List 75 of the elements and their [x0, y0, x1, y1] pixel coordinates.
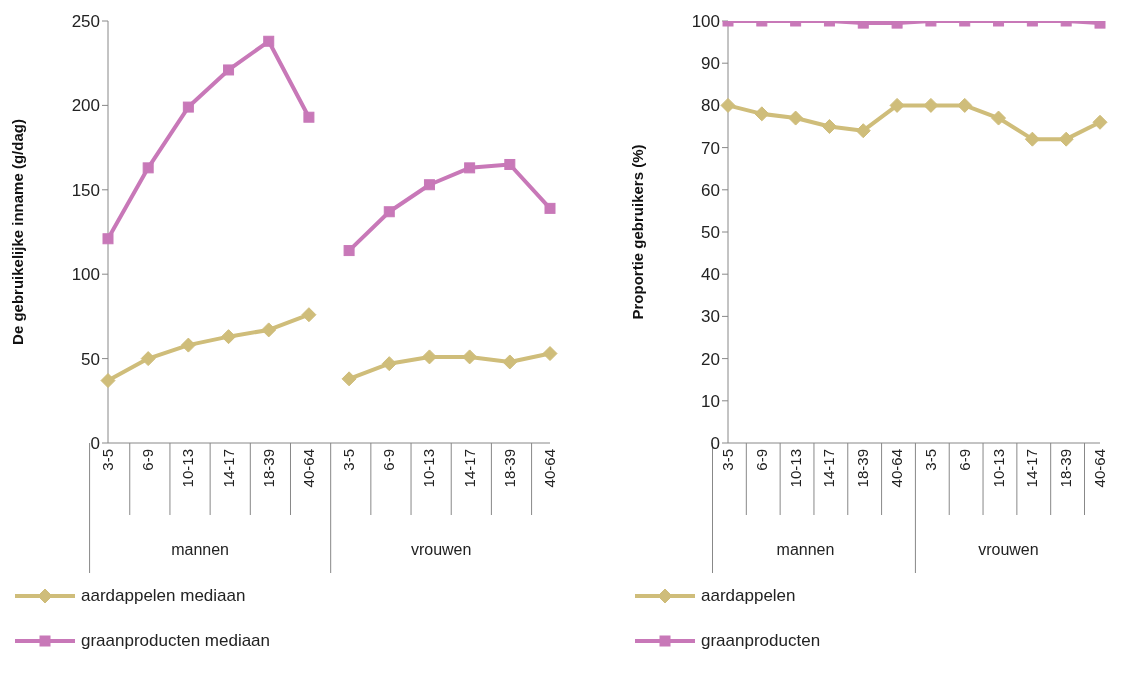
x-tick-label: 40-64 — [541, 449, 558, 488]
y-axis-title: Proportie gebruikers (%) — [629, 144, 647, 320]
x-tick-label: 14-17 — [820, 449, 838, 488]
x-tick-label: 40-64 — [888, 449, 906, 488]
point — [544, 202, 556, 214]
text: vrouwen — [978, 541, 1039, 558]
y-tick-label: 70 — [701, 138, 720, 158]
text: vrouwen — [410, 541, 472, 558]
x-tick-label: 18-39 — [259, 449, 277, 488]
text: mannen — [776, 541, 835, 558]
point — [142, 162, 154, 174]
x-tick-label: 6-9 — [380, 449, 398, 471]
y-tick-label: 150 — [71, 180, 100, 200]
x-tick-label: 3-5 — [921, 449, 939, 471]
y-tick-label: 250 — [71, 12, 100, 32]
point — [343, 245, 355, 257]
point — [504, 158, 516, 170]
point — [303, 111, 315, 123]
point — [100, 373, 116, 389]
x-tick-label: 40-64 — [299, 449, 317, 488]
y-tick-label: 100 — [71, 265, 100, 285]
point — [221, 329, 237, 345]
point — [102, 233, 114, 245]
legend-label: aardappelen — [701, 585, 796, 606]
point — [180, 337, 196, 353]
point — [383, 206, 395, 218]
y-tick-label: 30 — [701, 307, 720, 327]
x-tick-label: 18-39 — [500, 449, 518, 488]
x-tick-label: 10-13 — [420, 449, 438, 488]
y-tick-label: 60 — [701, 180, 720, 200]
point — [462, 349, 478, 365]
point — [182, 101, 194, 113]
point — [301, 307, 317, 323]
x-tick-label: 14-17 — [219, 449, 237, 488]
y-tick-label: 0 — [710, 434, 720, 454]
x-tick-label: 6-9 — [139, 449, 157, 471]
point — [341, 371, 357, 387]
x-tick-label: 6-9 — [752, 449, 770, 471]
y-tick-label: 90 — [701, 54, 720, 74]
x-tick-label: 10-13 — [179, 449, 197, 488]
x-tick-label: 40-64 — [1091, 449, 1108, 488]
y-tick-label: 100 — [691, 12, 720, 32]
y-tick-label: 40 — [701, 265, 720, 285]
point — [263, 35, 275, 47]
x-tick-label: 14-17 — [1023, 449, 1041, 488]
point — [542, 346, 558, 362]
y-tick-label: 10 — [701, 391, 720, 411]
y-tick-label: 80 — [701, 96, 720, 116]
point — [261, 322, 277, 338]
y-tick-label: 20 — [701, 349, 720, 369]
x-tick-label: 18-39 — [854, 449, 872, 488]
point — [423, 179, 435, 191]
point — [223, 64, 235, 76]
point — [140, 351, 156, 367]
y-tick-label: 50 — [81, 349, 100, 369]
text: mannen — [171, 541, 229, 558]
legend-label: graanproducten — [701, 630, 821, 651]
x-tick-label: 3-5 — [719, 449, 736, 471]
legend-label: aardappelen mediaan — [81, 585, 246, 606]
x-tick-label: 3-5 — [340, 449, 358, 471]
y-tick-label: 50 — [701, 223, 720, 243]
point — [381, 356, 397, 372]
y-tick-label: 0 — [90, 434, 100, 454]
x-tick-label: 18-39 — [1057, 449, 1075, 488]
x-tick-label: 10-13 — [786, 449, 804, 488]
y-axis-title: De gebruikelijke inname (g/dag) — [9, 119, 27, 345]
y-tick-label: 200 — [71, 96, 100, 116]
x-tick-label: 6-9 — [955, 449, 973, 471]
x-tick-label: 14-17 — [460, 449, 478, 488]
legend-label: graanproducten mediaan — [81, 630, 271, 651]
point — [502, 354, 518, 370]
x-tick-label: 3-5 — [99, 449, 116, 471]
point — [421, 349, 437, 365]
x-tick-label: 10-13 — [989, 449, 1007, 488]
point — [464, 162, 476, 174]
